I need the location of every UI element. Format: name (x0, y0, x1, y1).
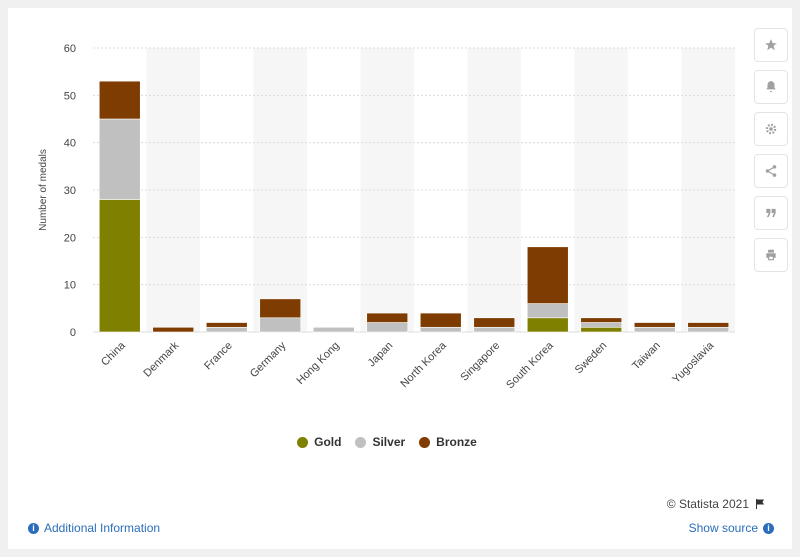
x-tick-label: Taiwan (630, 340, 663, 373)
quote-icon (766, 208, 776, 218)
bar-bronze-germany[interactable] (259, 298, 302, 319)
y-tick-label: 30 (64, 185, 76, 197)
sidebar-toolbar (754, 28, 788, 280)
gear-icon (765, 123, 777, 135)
bar-bronze-singapore[interactable] (473, 317, 516, 328)
notification-button[interactable] (754, 70, 788, 104)
bar-bronze-sweden[interactable] (580, 317, 623, 323)
y-tick-label: 10 (64, 280, 76, 292)
chart-legend: Gold Silver Bronze (8, 435, 766, 449)
chart-card: 0 10 20 30 40 50 60 China Denmark France Germany H… (8, 8, 792, 549)
bar-silver-japan[interactable] (366, 322, 409, 333)
show-source-link[interactable]: Show source i (689, 521, 774, 535)
bar-bronze-taiwan[interactable] (633, 322, 676, 328)
bar-silver-france[interactable] (205, 326, 248, 333)
gridlines (93, 47, 735, 333)
bar-silver-yugoslavia[interactable] (687, 326, 730, 333)
print-button[interactable] (754, 238, 788, 272)
bar-bronze-france[interactable] (205, 322, 248, 328)
legend-swatch-gold (297, 436, 309, 448)
bar-gold-sweden[interactable] (580, 326, 623, 333)
show-source-label: Show source (688, 521, 758, 535)
statista-credit[interactable]: © Statista 2021 (667, 497, 766, 511)
share-icon (765, 165, 777, 177)
legend-item-silver[interactable]: Silver (355, 435, 405, 449)
legend-label-gold: Gold (314, 435, 342, 449)
bar-gold-china[interactable] (98, 199, 141, 333)
y-tick-label: 0 (70, 327, 76, 339)
bar-silver-hong-kong[interactable] (312, 326, 355, 333)
legend-swatch-bronze (419, 436, 431, 448)
settings-button[interactable] (754, 112, 788, 146)
x-tick-label: Singapore (458, 340, 502, 384)
x-tick-label: China (99, 339, 128, 368)
bar-silver-north-korea[interactable] (419, 326, 462, 333)
print-icon (766, 249, 776, 261)
bars (98, 80, 730, 333)
bell-icon (766, 81, 776, 93)
bar-silver-taiwan[interactable] (633, 326, 676, 333)
legend-swatch-silver (355, 436, 367, 448)
bar-bronze-denmark[interactable] (152, 326, 195, 333)
legend-label-bronze: Bronze (436, 435, 477, 449)
x-tick-label: Japan (366, 340, 396, 370)
credit-text: © Statista 2021 (666, 497, 749, 511)
star-icon (765, 39, 777, 51)
legend-item-bronze[interactable]: Bronze (419, 435, 477, 449)
bar-silver-sweden[interactable] (580, 322, 623, 328)
bar-silver-singapore[interactable] (473, 326, 516, 333)
x-tick-label: South Korea (504, 339, 556, 391)
x-tick-label: Germany (248, 339, 289, 380)
additional-information-label: Additional Information (44, 521, 161, 535)
y-tick-label: 60 (64, 43, 76, 55)
bar-silver-china[interactable] (98, 118, 141, 200)
y-tick-label: 20 (64, 232, 76, 244)
x-tick-label: Denmark (141, 339, 181, 379)
flag-icon (756, 499, 764, 509)
bar-silver-germany[interactable] (259, 317, 302, 333)
x-tick-label: Yugoslavia (670, 339, 717, 386)
additional-information-link[interactable]: i Additional Information (28, 521, 160, 535)
legend-label-silver: Silver (372, 435, 406, 449)
bar-gold-south-korea[interactable] (526, 317, 569, 333)
cite-button[interactable] (754, 196, 788, 230)
share-button[interactable] (754, 154, 788, 188)
bar-bronze-north-korea[interactable] (419, 312, 462, 328)
bar-bronze-japan[interactable] (366, 312, 409, 323)
x-axis-ticks: China Denmark France Germany Hong Kong Japan N… (99, 339, 717, 391)
x-tick-label: North Korea (398, 339, 449, 390)
x-tick-label: France (202, 340, 235, 373)
bar-bronze-china[interactable] (98, 80, 141, 120)
info-icon: i (763, 522, 774, 534)
bar-chart: 0 10 20 30 40 50 60 China Denmark France Germany H… (38, 43, 735, 391)
y-axis-ticks: 0 10 20 30 40 50 60 (64, 43, 76, 339)
bar-bronze-south-korea[interactable] (526, 246, 569, 304)
y-tick-label: 50 (64, 90, 76, 102)
favorite-button[interactable] (754, 28, 788, 62)
x-tick-label: Sweden (573, 340, 610, 377)
bar-silver-south-korea[interactable] (526, 303, 569, 319)
legend-item-gold[interactable]: Gold (297, 435, 341, 449)
bar-bronze-yugoslavia[interactable] (687, 322, 730, 328)
y-axis-label: Number of medals (38, 149, 49, 231)
info-icon: i (28, 522, 39, 534)
x-tick-label: Hong Kong (294, 340, 341, 387)
y-tick-label: 40 (64, 138, 76, 150)
